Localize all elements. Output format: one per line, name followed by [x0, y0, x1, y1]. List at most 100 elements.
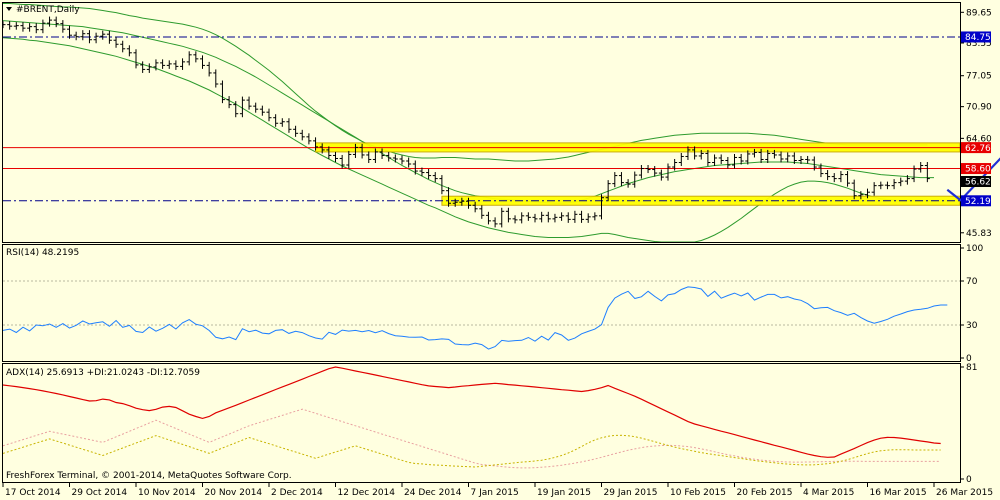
adx-lines [3, 366, 941, 469]
time-tick-label: 20 Nov 2014 [205, 488, 263, 498]
price-bar [911, 165, 917, 183]
price-bars [3, 16, 930, 228]
rsi-title: RSI(14) 48.2195 [6, 248, 79, 258]
price-bar [53, 16, 59, 28]
price-bar [791, 152, 797, 165]
price-bar [745, 150, 751, 165]
price-bar [705, 149, 711, 167]
price-bar [366, 151, 372, 164]
price-label-text: 52.19 [965, 197, 991, 207]
price-bar [279, 118, 285, 127]
price-bar [432, 172, 438, 183]
price-bar [160, 59, 166, 69]
price-bar [878, 181, 884, 190]
price-label-box [961, 142, 991, 154]
price-bar [379, 148, 385, 159]
price-bar [858, 191, 864, 200]
price-bar [293, 125, 299, 137]
price-bar [472, 201, 478, 213]
time-tick-label: 10 Nov 2014 [138, 488, 196, 498]
price-bar [884, 181, 890, 190]
price-bar [346, 150, 352, 169]
price-bar [246, 96, 252, 110]
rsi-tick-label: 100 [966, 244, 983, 254]
price-panel-frame [2, 2, 961, 243]
rsi-tick-label: 30 [966, 321, 978, 331]
bollinger-bands [3, 3, 934, 242]
price-bar [698, 149, 704, 160]
bollinger-middle-line [3, 20, 934, 204]
price-tick-label: 77.05 [966, 72, 992, 82]
copyright-footer: FreshForex Terminal, © 2001-2014, MetaQu… [6, 471, 292, 481]
horizontal-levels [3, 36, 960, 202]
price-tick-label: 64.60 [966, 134, 992, 144]
forecast-line [946, 157, 1000, 202]
price-bar [166, 60, 172, 69]
price-bar [692, 146, 698, 160]
price-bar [40, 19, 46, 34]
time-tick-label: 24 Dec 2014 [404, 488, 462, 498]
price-bar [273, 114, 279, 127]
price-bar [140, 61, 146, 73]
price-bar [239, 96, 245, 118]
price-bar [459, 197, 465, 206]
rsi-tick-label: 70 [966, 277, 978, 287]
price-bar [898, 177, 904, 187]
price-label-box [961, 195, 991, 207]
price-bar [439, 175, 445, 195]
price-bar [233, 101, 239, 118]
price-bar [339, 154, 345, 169]
price-bar [180, 58, 186, 70]
price-bar [785, 152, 791, 163]
price-label-text: 58.60 [965, 165, 991, 175]
price-bar [219, 80, 225, 104]
price-bar [778, 151, 784, 163]
price-label-box [961, 163, 991, 175]
price-bar [286, 118, 292, 133]
price-bar [559, 212, 565, 221]
price-bar [718, 154, 724, 165]
price-label-red: 58.60 [961, 163, 991, 175]
price-bar [652, 166, 658, 177]
price-bar [27, 23, 33, 32]
time-tick-label: 16 Mar 2015 [870, 488, 927, 498]
time-tick-label: 19 Jan 2015 [537, 488, 591, 498]
price-bar [47, 16, 53, 27]
time-tick-label: 17 Oct 2014 [5, 488, 61, 498]
time-tick-label: 7 Jan 2015 [471, 488, 519, 498]
price-bar [565, 212, 571, 223]
price-bar [67, 25, 72, 39]
price-tick-label: 45.83 [966, 229, 992, 239]
rsi-axis: 100 70 30 0 [960, 244, 983, 364]
price-bar [751, 148, 757, 158]
triangle-down-icon[interactable] [6, 7, 12, 11]
price-bar [60, 20, 66, 33]
price-bar [446, 187, 452, 207]
price-bar [126, 45, 132, 57]
price-bar [758, 148, 764, 164]
adx-line [3, 366, 941, 458]
price-bar [479, 205, 485, 219]
price-bar [851, 179, 857, 200]
price-bar [106, 30, 112, 44]
price-axis: 89.65 83.55 77.05 70.90 64.60 45.83 [960, 8, 992, 239]
di-minus-line [3, 408, 941, 469]
price-bar [825, 170, 831, 181]
price-bar [818, 163, 824, 178]
price-label-red: 62.76 [961, 142, 991, 154]
price-bar [206, 61, 212, 77]
price-bar [386, 151, 392, 162]
price-bar [392, 154, 398, 163]
symbol-header[interactable]: #BRENT,Daily [6, 5, 80, 15]
time-tick-label: 10 Feb 2015 [670, 488, 726, 498]
price-bar [599, 194, 604, 220]
price-bar [605, 180, 611, 202]
price-bar [592, 212, 598, 221]
time-tick-label: 29 Oct 2014 [72, 488, 128, 498]
price-bar [412, 160, 418, 175]
price-bar [771, 149, 777, 159]
price-bar [625, 179, 631, 188]
price-panel: 89.65 83.55 77.05 70.90 64.60 45.83 84.75 62.7… [2, 2, 1000, 243]
price-bar [572, 210, 578, 223]
